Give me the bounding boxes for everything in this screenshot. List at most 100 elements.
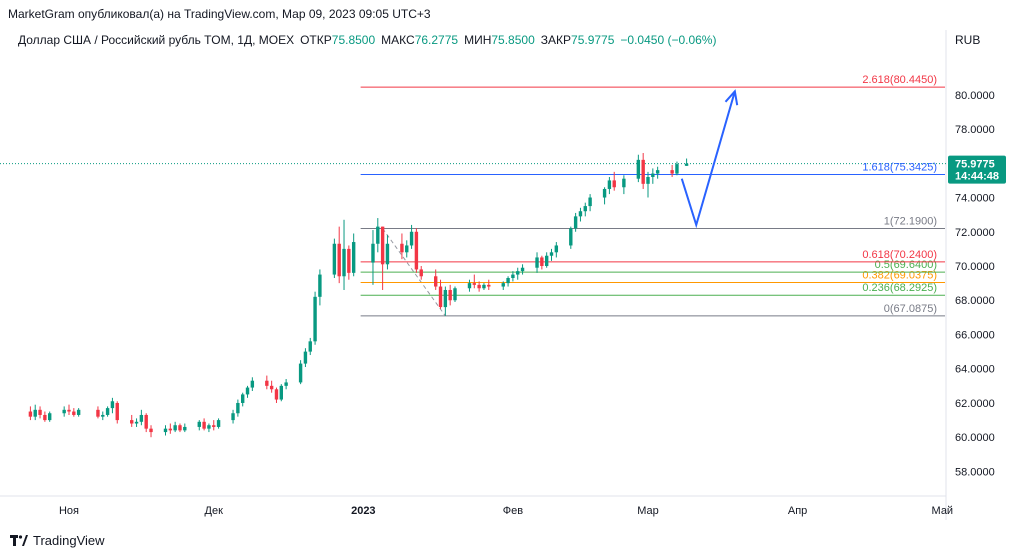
candle bbox=[419, 266, 423, 280]
candle-body bbox=[250, 380, 255, 388]
y-tick-label: 58.0000 bbox=[955, 466, 995, 478]
candle-body bbox=[33, 409, 37, 417]
candle bbox=[197, 420, 201, 431]
candle bbox=[48, 411, 52, 422]
candle-body bbox=[535, 257, 539, 268]
candle bbox=[241, 392, 245, 407]
candle-body bbox=[168, 428, 173, 431]
candle bbox=[110, 397, 115, 414]
candle bbox=[588, 194, 592, 212]
fib-level-label: 0.5(69.6400) bbox=[875, 259, 937, 271]
candle bbox=[511, 271, 515, 282]
candle bbox=[72, 408, 76, 417]
candle bbox=[347, 245, 351, 280]
y-tick-label: 80.0000 bbox=[955, 90, 995, 102]
candle bbox=[250, 377, 255, 391]
candle bbox=[265, 375, 269, 390]
price-tag-countdown: 14:44:48 bbox=[955, 171, 999, 183]
y-tick-label: 62.0000 bbox=[955, 398, 995, 410]
x-tick-label: 2023 bbox=[351, 505, 375, 517]
low-label: МИН bbox=[464, 33, 492, 47]
candle-body bbox=[583, 206, 587, 212]
candle-body bbox=[414, 231, 419, 270]
candle-body bbox=[453, 288, 457, 301]
candle bbox=[144, 413, 148, 433]
currency-label[interactable]: RUB bbox=[955, 33, 981, 47]
y-tick-label: 64.0000 bbox=[955, 364, 995, 376]
y-tick-label: 66.0000 bbox=[955, 329, 995, 341]
candle bbox=[134, 418, 139, 427]
candle-body bbox=[477, 284, 481, 289]
candle bbox=[274, 387, 279, 403]
symbol-title[interactable]: Доллар США / Российский рубль TOM, 1Д, M… bbox=[18, 33, 295, 47]
candle bbox=[313, 291, 317, 345]
candle bbox=[443, 286, 448, 316]
candle-body bbox=[38, 409, 42, 415]
candle-body bbox=[371, 243, 375, 263]
candle-body bbox=[501, 283, 505, 287]
candle bbox=[506, 276, 510, 287]
candle bbox=[487, 279, 491, 290]
candle bbox=[38, 406, 42, 419]
candle-body bbox=[134, 421, 139, 424]
candle-body bbox=[43, 414, 47, 421]
candle-body bbox=[636, 159, 641, 179]
candle-body bbox=[110, 401, 115, 409]
change-value: −0.0450 (−0.06%) bbox=[620, 33, 717, 47]
candle bbox=[438, 279, 443, 309]
candle bbox=[216, 418, 221, 429]
candle-body bbox=[298, 363, 303, 383]
candle bbox=[472, 274, 476, 289]
candle bbox=[409, 224, 414, 249]
candle-body bbox=[405, 245, 409, 253]
candle-body bbox=[76, 409, 81, 415]
candle-body bbox=[245, 387, 250, 395]
fib-level-label: 0.618(70.2400) bbox=[862, 249, 937, 261]
footer-brand[interactable]: TradingView bbox=[10, 533, 105, 548]
candle bbox=[636, 154, 641, 183]
candle bbox=[380, 226, 385, 290]
candle bbox=[351, 233, 356, 277]
y-tick-label: 70.0000 bbox=[955, 261, 995, 273]
candle-body bbox=[448, 289, 452, 301]
candle bbox=[612, 171, 616, 191]
candle-body bbox=[337, 243, 341, 277]
candle-body bbox=[202, 421, 206, 429]
candle bbox=[371, 230, 375, 285]
fib-level-label: 1(72.1900) bbox=[884, 216, 937, 228]
open-label: ОТКР bbox=[300, 33, 332, 47]
candle bbox=[544, 252, 549, 268]
candle bbox=[554, 242, 559, 258]
candle-body bbox=[332, 243, 337, 275]
candle-body bbox=[207, 425, 211, 429]
candle-body bbox=[105, 408, 110, 415]
candle bbox=[516, 267, 520, 280]
candle bbox=[641, 153, 645, 189]
candle-body bbox=[347, 248, 351, 273]
candle bbox=[62, 406, 66, 417]
candle-body bbox=[400, 243, 404, 253]
candle bbox=[318, 269, 322, 306]
candle bbox=[651, 168, 655, 184]
candle-body bbox=[641, 159, 645, 184]
candle-body bbox=[380, 226, 385, 265]
candle-body bbox=[607, 180, 612, 189]
candle-body bbox=[101, 414, 105, 417]
candle bbox=[28, 406, 33, 421]
candle-body bbox=[197, 421, 201, 427]
candle bbox=[168, 423, 173, 434]
candle bbox=[414, 228, 419, 273]
candle-body bbox=[487, 284, 491, 287]
candle-body bbox=[684, 163, 689, 166]
candle bbox=[670, 164, 674, 177]
candle bbox=[453, 286, 457, 302]
candle bbox=[448, 284, 452, 306]
candle bbox=[569, 226, 573, 249]
candle bbox=[549, 248, 554, 261]
x-tick-label: Ноя bbox=[59, 505, 79, 517]
candle bbox=[76, 408, 81, 417]
price-tag-box bbox=[948, 155, 1006, 184]
candle-body bbox=[265, 380, 269, 386]
fib-level-label: 1.618(75.3425) bbox=[862, 162, 937, 174]
